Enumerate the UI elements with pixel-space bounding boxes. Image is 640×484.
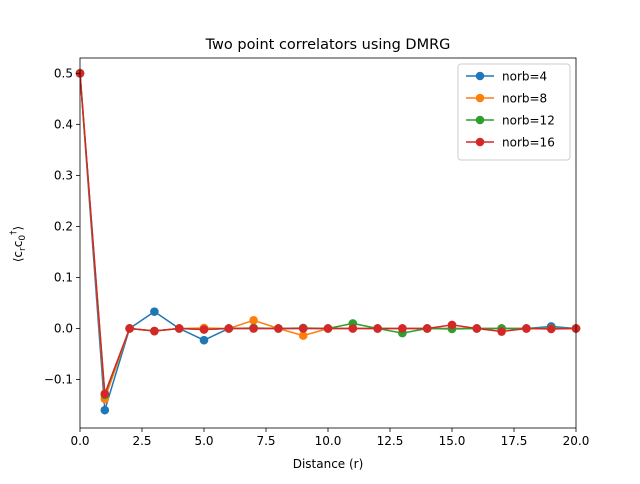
axes-frame xyxy=(79,57,577,429)
plot-layer xyxy=(75,69,581,415)
x-tick-label-8: 20.0 xyxy=(563,434,590,448)
chart-title: Two point correlators using DMRG xyxy=(205,37,451,53)
x-tick-label-0: 0.0 xyxy=(70,434,89,448)
y-tick-label-5: 0.4 xyxy=(54,117,73,131)
data-point-s3-19 xyxy=(546,324,556,334)
data-point-s3-6 xyxy=(224,324,234,333)
data-point-s3-1 xyxy=(100,389,110,399)
x-tick-label-4: 10.0 xyxy=(315,434,342,448)
x-axis-label: Distance (r) xyxy=(293,457,364,471)
x-tick-label-6: 15.0 xyxy=(439,434,466,448)
y-tick-label-3: 0.2 xyxy=(54,219,73,233)
data-point-s3-16 xyxy=(472,324,482,333)
x-tick-label-3: 7.5 xyxy=(256,434,275,448)
x-tick-label-1: 2.5 xyxy=(132,434,151,448)
legend-label-1: norb=8 xyxy=(502,92,547,106)
legend-frame xyxy=(457,63,571,161)
y-axis-label: ⟨crc0†⟩ xyxy=(9,226,28,263)
x-tick-label-2: 5.0 xyxy=(194,434,213,448)
y-tick-label-1: 0.0 xyxy=(54,321,73,335)
data-point-s3-15 xyxy=(447,320,457,330)
data-point-s0-5 xyxy=(199,335,209,345)
data-point-s0-1 xyxy=(100,405,110,415)
data-point-s3-8 xyxy=(274,324,283,333)
data-point-s3-4 xyxy=(174,324,184,333)
data-point-s3-5 xyxy=(199,325,209,334)
data-point-s3-9 xyxy=(298,324,308,333)
y-tick-label-0: −0.1 xyxy=(44,373,73,387)
data-point-s3-7 xyxy=(249,324,258,333)
data-point-s1-7 xyxy=(249,316,258,325)
y-tick-label-2: 0.1 xyxy=(54,270,73,284)
data-point-s3-2 xyxy=(125,324,134,333)
axes-layer: 0.0 2.5 5.0 7.5 10.0 12.5 15.0 17.5 20.0 −0.1 0.0 0… xyxy=(44,57,590,448)
data-point-s3-12 xyxy=(373,324,382,333)
legend-marker-1 xyxy=(475,93,485,103)
data-point-s3-17 xyxy=(497,327,506,336)
data-point-s3-10 xyxy=(323,324,333,333)
data-point-s3-13 xyxy=(398,324,407,333)
x-tick-label-7: 17.5 xyxy=(501,434,528,448)
legend-label-3: norb=16 xyxy=(502,136,555,150)
data-point-s3-18 xyxy=(522,324,531,333)
data-point-s3-3 xyxy=(150,326,159,336)
legend-label-0: norb=4 xyxy=(502,70,547,84)
legend-marker-2 xyxy=(475,115,485,125)
y-tick-label-6: 0.5 xyxy=(54,66,73,80)
data-point-s3-14 xyxy=(422,324,432,333)
data-point-s0-3 xyxy=(150,307,159,316)
legend: norb=4 norb=8 norb=12 norb=16 xyxy=(457,63,571,161)
data-point-s1-9 xyxy=(298,331,308,340)
legend-label-2: norb=12 xyxy=(502,114,555,128)
y-tick-label-4: 0.3 xyxy=(54,168,73,182)
legend-marker-0 xyxy=(475,71,485,81)
legend-marker-3 xyxy=(475,137,485,147)
data-point-s3-11 xyxy=(348,324,358,333)
x-tick-label-5: 12.5 xyxy=(377,434,404,448)
